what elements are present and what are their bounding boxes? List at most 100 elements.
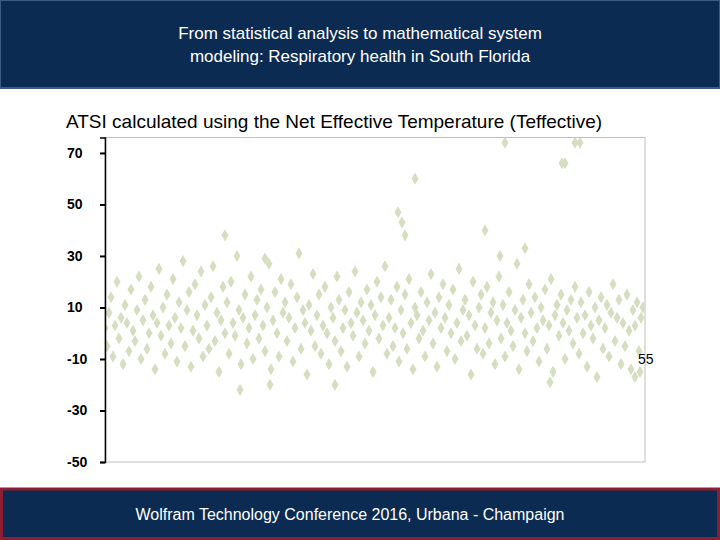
point xyxy=(146,327,153,339)
points xyxy=(105,138,645,396)
point xyxy=(520,294,527,306)
point xyxy=(492,358,499,370)
point xyxy=(316,289,323,301)
point xyxy=(547,376,554,388)
point xyxy=(290,356,297,368)
point xyxy=(628,363,635,375)
point xyxy=(482,224,489,236)
point xyxy=(450,283,457,295)
point xyxy=(354,307,361,319)
point xyxy=(372,309,379,321)
point xyxy=(108,291,115,303)
point xyxy=(504,317,511,329)
point xyxy=(538,301,545,313)
point xyxy=(564,304,571,316)
point xyxy=(536,356,543,368)
point xyxy=(600,343,607,355)
point xyxy=(406,273,413,285)
point xyxy=(378,291,385,303)
header-bar xyxy=(0,0,720,88)
point xyxy=(142,294,149,306)
point xyxy=(112,319,119,331)
point xyxy=(110,350,117,362)
point xyxy=(128,283,135,295)
point xyxy=(228,276,235,288)
point xyxy=(298,343,305,355)
point xyxy=(448,327,455,339)
point xyxy=(496,271,503,283)
y-tick-mark xyxy=(100,358,105,360)
point xyxy=(164,289,171,301)
point xyxy=(252,309,259,321)
point xyxy=(484,281,491,293)
point xyxy=(214,307,221,319)
point xyxy=(170,273,177,285)
point xyxy=(376,332,383,344)
point xyxy=(326,358,333,370)
point xyxy=(237,384,244,396)
point xyxy=(120,358,127,370)
point xyxy=(138,353,145,365)
point xyxy=(162,348,169,360)
point xyxy=(272,286,279,298)
point xyxy=(530,335,537,347)
point xyxy=(400,327,407,339)
point xyxy=(320,319,327,331)
point xyxy=(144,343,151,355)
plot-frame xyxy=(105,138,645,463)
point xyxy=(512,304,519,316)
point xyxy=(574,312,581,324)
point xyxy=(267,379,274,391)
point xyxy=(296,247,303,259)
point xyxy=(606,350,613,362)
point xyxy=(188,361,195,373)
point xyxy=(360,314,367,326)
point xyxy=(632,319,639,331)
point xyxy=(276,350,283,362)
point xyxy=(402,229,409,241)
point xyxy=(196,332,203,344)
point xyxy=(324,327,331,339)
point xyxy=(338,345,345,357)
point xyxy=(216,366,223,378)
point xyxy=(248,271,255,283)
point xyxy=(428,268,435,280)
point xyxy=(598,291,605,303)
slide: From statistical analysis to mathematica… xyxy=(0,0,720,540)
point xyxy=(480,348,487,360)
point xyxy=(160,301,167,313)
point xyxy=(202,299,209,311)
point xyxy=(490,296,497,308)
point xyxy=(594,371,601,383)
point xyxy=(560,317,567,329)
point xyxy=(640,301,645,313)
point xyxy=(556,330,563,342)
point xyxy=(506,286,513,298)
point xyxy=(624,289,631,301)
point xyxy=(284,335,291,347)
point xyxy=(366,325,373,337)
point xyxy=(576,348,583,360)
point xyxy=(242,289,249,301)
point xyxy=(210,260,217,272)
point xyxy=(522,242,529,254)
point xyxy=(438,322,445,334)
point xyxy=(154,317,161,329)
point xyxy=(610,278,617,290)
point xyxy=(534,322,541,334)
point xyxy=(502,138,509,149)
point xyxy=(126,345,133,357)
point xyxy=(348,317,355,329)
point xyxy=(352,265,359,277)
point xyxy=(218,314,225,326)
point xyxy=(346,286,353,298)
point xyxy=(118,312,125,324)
point xyxy=(190,325,197,337)
y-tick-label: -50 xyxy=(67,454,87,470)
point xyxy=(540,314,547,326)
point xyxy=(130,325,137,337)
y-tick-mark xyxy=(100,255,105,257)
point xyxy=(106,307,113,319)
point xyxy=(432,307,439,319)
point xyxy=(328,301,335,313)
